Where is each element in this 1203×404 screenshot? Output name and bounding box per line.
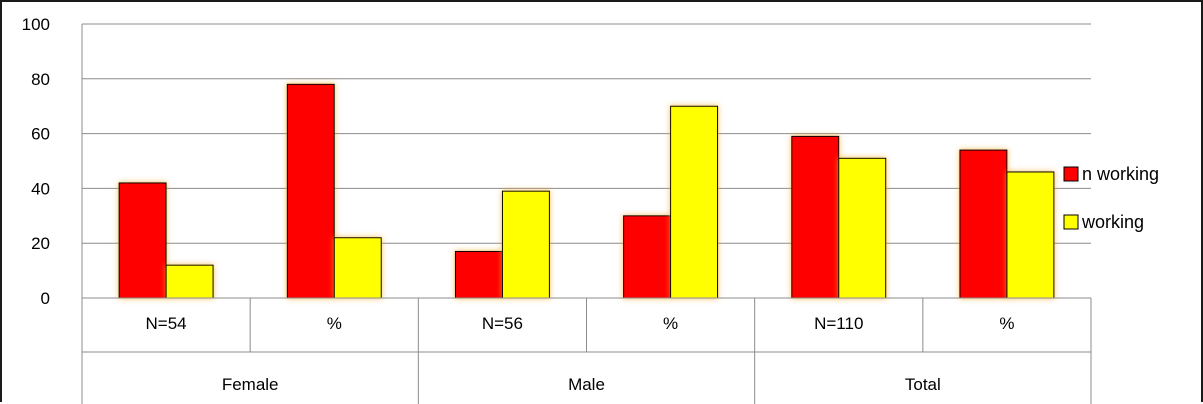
y-tick-label: 40	[31, 179, 50, 198]
legend-label: n working	[1082, 164, 1159, 184]
category-label: N=56	[482, 314, 523, 333]
bar-working	[501, 190, 550, 299]
bar-working	[838, 157, 887, 299]
bar-n-working	[623, 215, 672, 299]
bar-n-working	[286, 83, 335, 299]
y-tick-label: 0	[41, 289, 50, 308]
bar-n-working	[454, 250, 503, 299]
category-label: N=110	[814, 314, 863, 333]
bar-working	[670, 105, 719, 299]
category-label: %	[999, 314, 1014, 333]
y-tick-label: 20	[31, 234, 50, 253]
y-tick-label: 80	[31, 70, 50, 89]
y-tick-label: 100	[22, 15, 50, 34]
category-label: %	[663, 314, 678, 333]
bar-working	[165, 264, 214, 299]
group-label: Female	[222, 375, 279, 394]
bar-n-working	[959, 149, 1008, 299]
bar-n-working	[118, 182, 167, 299]
legend-swatch	[1063, 214, 1079, 230]
y-tick-label: 60	[31, 125, 50, 144]
group-label: Male	[568, 375, 605, 394]
bar-n-working	[791, 135, 840, 299]
category-label: %	[327, 314, 342, 333]
bar-working	[333, 237, 382, 299]
legend-swatch	[1063, 166, 1079, 182]
legend-label: working	[1081, 212, 1144, 232]
group-label: Total	[905, 375, 941, 394]
category-label: N=54	[146, 314, 187, 333]
bar-working	[1006, 171, 1055, 299]
